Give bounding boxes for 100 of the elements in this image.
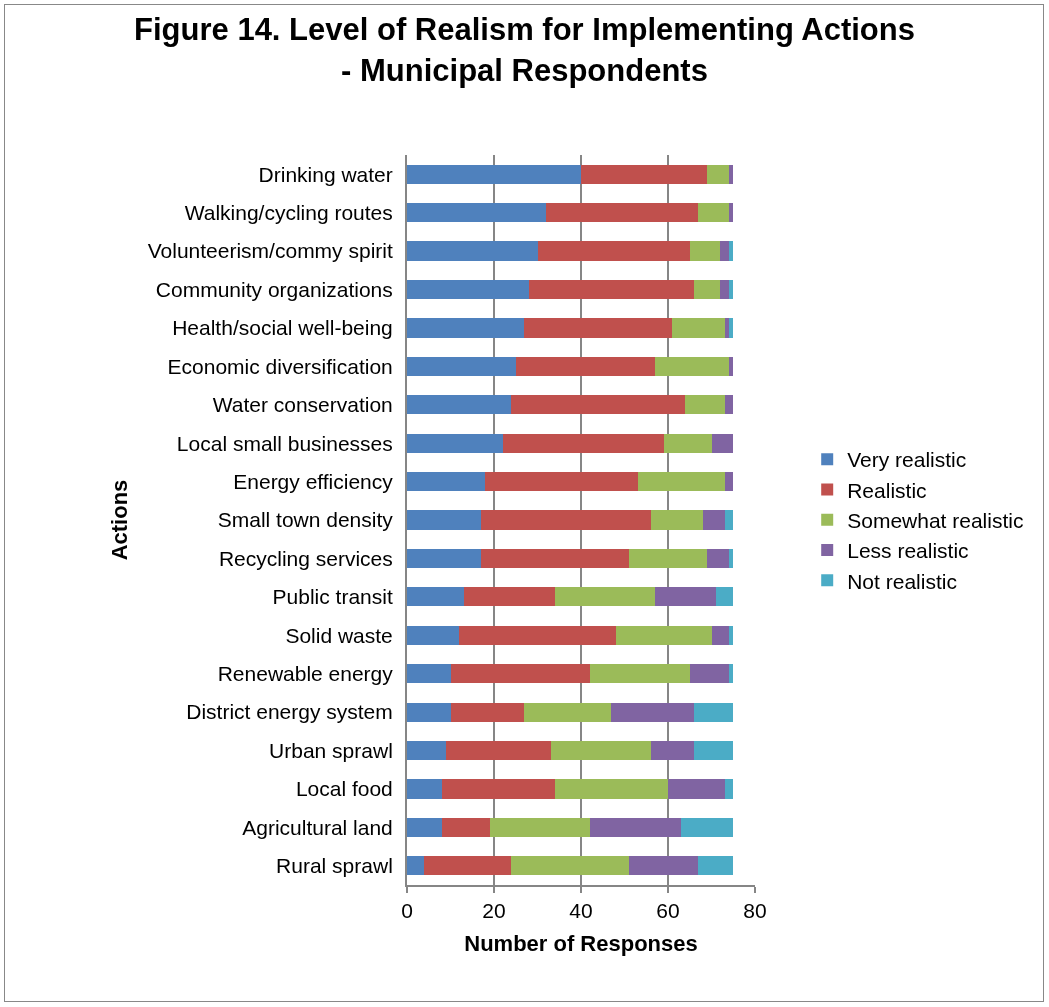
bar bbox=[407, 779, 442, 799]
bar bbox=[650, 740, 695, 761]
bar bbox=[407, 664, 451, 684]
legend-label: Somewhat realistic bbox=[847, 508, 1024, 532]
bar bbox=[485, 471, 638, 492]
bar bbox=[511, 856, 629, 876]
bar bbox=[407, 856, 425, 876]
bar bbox=[524, 702, 612, 722]
bar bbox=[407, 395, 512, 415]
bar bbox=[407, 433, 503, 453]
y-tick-label: Urban sprawl bbox=[269, 738, 393, 762]
bar bbox=[698, 203, 729, 223]
y-tick-label: Health/social well-being bbox=[172, 316, 393, 340]
bar bbox=[689, 241, 721, 261]
chart-title: Figure 14. Level of Realism for Implementing Actions - Municipal Respondents bbox=[134, 12, 915, 88]
bar bbox=[694, 279, 721, 300]
y-tick-label: Public transit bbox=[272, 585, 393, 609]
y-tick-label: Agricultural land bbox=[242, 815, 393, 839]
bar bbox=[589, 664, 690, 684]
y-tick-label: Small town density bbox=[217, 508, 394, 532]
y-tick-label: Community organizations bbox=[155, 277, 393, 301]
bar bbox=[515, 356, 655, 376]
bar bbox=[407, 702, 451, 722]
y-tick-label: Local food bbox=[295, 777, 393, 801]
bar bbox=[628, 856, 699, 876]
bar bbox=[654, 587, 716, 607]
x-tick-label: 80 bbox=[743, 899, 767, 923]
bar bbox=[407, 279, 529, 300]
bar bbox=[728, 279, 734, 300]
y-tick-label: Renewable energy bbox=[217, 662, 394, 686]
bar bbox=[407, 471, 486, 492]
bar bbox=[502, 433, 664, 453]
bar bbox=[694, 702, 734, 722]
bar bbox=[689, 664, 729, 684]
bar bbox=[628, 548, 708, 569]
bar bbox=[407, 356, 516, 376]
y-tick-label: Economic diversification bbox=[167, 354, 393, 378]
bar bbox=[728, 625, 734, 645]
y-axis-title: Actions bbox=[107, 479, 133, 561]
y-tick-label: Solid waste bbox=[285, 623, 393, 647]
bar bbox=[554, 587, 655, 607]
bar bbox=[611, 702, 695, 722]
bar bbox=[407, 740, 447, 761]
bar bbox=[650, 510, 703, 530]
bar bbox=[728, 164, 734, 184]
x-tick-label: 20 bbox=[482, 899, 506, 923]
bar bbox=[424, 856, 512, 876]
bar bbox=[724, 395, 734, 415]
bar bbox=[463, 587, 555, 607]
bar bbox=[459, 625, 616, 645]
bar bbox=[707, 548, 729, 569]
bar bbox=[581, 164, 708, 184]
legend-label: Very realistic bbox=[847, 448, 967, 472]
bar bbox=[707, 164, 729, 184]
bar bbox=[554, 779, 668, 799]
bar bbox=[724, 510, 734, 530]
bar bbox=[480, 510, 651, 530]
bar bbox=[441, 817, 490, 837]
bar bbox=[702, 510, 725, 530]
bar bbox=[407, 548, 481, 569]
y-tick-label: Recycling services bbox=[218, 546, 393, 570]
bar bbox=[711, 625, 729, 645]
y-tick-label: Walking/cycling routes bbox=[184, 200, 393, 224]
bar bbox=[524, 318, 673, 338]
bar bbox=[728, 664, 734, 684]
bar bbox=[407, 625, 460, 645]
bar bbox=[681, 817, 734, 837]
legend-label: Realistic bbox=[847, 478, 927, 502]
bar bbox=[672, 318, 725, 338]
bar bbox=[450, 664, 590, 684]
bar bbox=[663, 433, 712, 453]
bar bbox=[407, 587, 464, 607]
bar bbox=[550, 740, 651, 761]
bar bbox=[724, 471, 734, 492]
bar bbox=[637, 471, 725, 492]
bar bbox=[407, 203, 547, 223]
bar bbox=[720, 241, 729, 261]
bar bbox=[694, 740, 734, 761]
bar bbox=[685, 395, 725, 415]
y-tick-label: Energy efficiency bbox=[233, 469, 394, 493]
bar bbox=[728, 548, 734, 569]
bar bbox=[589, 817, 682, 837]
bar bbox=[715, 587, 734, 607]
bar bbox=[728, 356, 734, 376]
bar bbox=[546, 203, 699, 223]
bar bbox=[537, 241, 690, 261]
bar bbox=[654, 356, 729, 376]
y-tick-label: Local small businesses bbox=[176, 431, 393, 455]
y-tick-label: Water conservation bbox=[212, 393, 393, 417]
x-axis-title: Number of Responses bbox=[464, 930, 698, 956]
bar bbox=[528, 279, 695, 300]
bar bbox=[728, 203, 734, 223]
bar bbox=[446, 740, 551, 761]
y-tick-label: Rural sprawl bbox=[276, 854, 393, 878]
legend-label: Not realistic bbox=[847, 569, 957, 593]
bar bbox=[728, 318, 734, 338]
bar bbox=[480, 548, 629, 569]
bar bbox=[407, 510, 481, 530]
bar bbox=[407, 241, 538, 261]
x-tick-label: 60 bbox=[656, 899, 680, 923]
